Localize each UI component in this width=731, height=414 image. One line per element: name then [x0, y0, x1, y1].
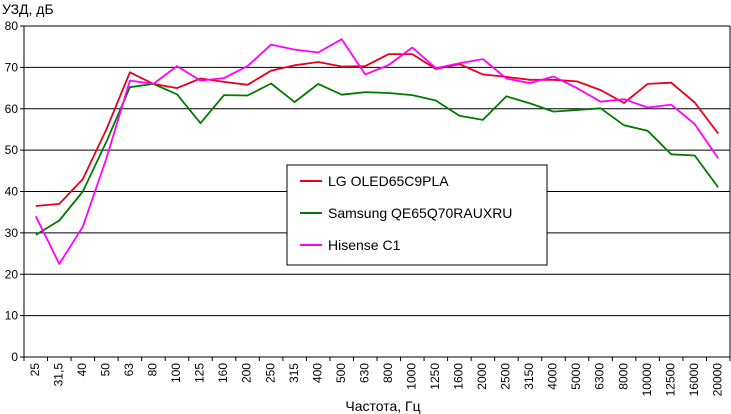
- y-tick-label: 80: [5, 19, 19, 33]
- x-tick-label: 100: [169, 363, 183, 383]
- x-tick-label: 500: [334, 363, 348, 383]
- x-tick-label: 20000: [710, 363, 724, 397]
- x-tick-label: 50: [99, 363, 113, 377]
- legend-label: Hisense C1: [328, 237, 401, 253]
- y-tick-label: 20: [5, 267, 19, 281]
- x-tick-label: 400: [310, 363, 324, 383]
- x-tick-label: 12500: [663, 363, 677, 397]
- y-tick-label: 0: [11, 350, 18, 364]
- x-tick-label: 25: [28, 363, 42, 377]
- y-tick-label: 60: [5, 102, 19, 116]
- y-tick-label: 70: [5, 60, 19, 74]
- x-tick-label: 6300: [593, 363, 607, 390]
- x-tick-label: 200: [240, 363, 254, 383]
- x-tick-label: 2500: [499, 363, 513, 390]
- x-tick-label: 8000: [616, 363, 630, 390]
- chart-legend: LG OLED65C9PLA Samsung QE65Q70RAUXRU Hisen…: [286, 164, 548, 266]
- series-line-1: [35, 53, 719, 207]
- x-tick-label: 125: [193, 363, 207, 383]
- x-tick-label: 4000: [546, 363, 560, 390]
- x-tick-label: 315: [287, 363, 301, 383]
- series-lines: [34, 38, 719, 265]
- x-tick-label: 10000: [640, 363, 654, 397]
- x-tick-label: 16000: [687, 363, 701, 397]
- x-axis-title: Частота, Гц: [345, 398, 420, 414]
- chart-axes: [23, 26, 731, 361]
- x-tick-label: 630: [357, 363, 371, 383]
- series-line-3: [34, 38, 719, 265]
- x-tick-label: 40: [75, 363, 89, 377]
- x-tick-label: 5000: [569, 363, 583, 390]
- y-tick-labels: 0 10 20 30 40 50 60 70 80: [5, 19, 19, 364]
- x-tick-label: 1250: [428, 363, 442, 390]
- x-tick-label: 80: [146, 363, 160, 377]
- series-line-2: [35, 82, 719, 236]
- legend-label: Samsung QE65Q70RAUXRU: [328, 205, 512, 221]
- y-axis-title: УЗД, дБ: [2, 1, 54, 17]
- legend-label: LG OLED65C9PLA: [328, 173, 449, 189]
- y-tick-label: 10: [5, 309, 19, 323]
- x-tick-label: 800: [381, 363, 395, 383]
- x-tick-label: 3150: [522, 363, 536, 390]
- legend-items: LG OLED65C9PLA Samsung QE65Q70RAUXRU Hisen…: [300, 173, 512, 253]
- x-tick-label: 1000: [404, 363, 418, 390]
- y-tick-label: 30: [5, 226, 19, 240]
- x-tick-label: 31,5: [51, 363, 65, 387]
- x-tick-label: 250: [263, 363, 277, 383]
- legend-box: [286, 164, 548, 266]
- y-tick-label: 50: [5, 143, 19, 157]
- x-tick-label: 160: [216, 363, 230, 383]
- x-tick-label: 1600: [452, 363, 466, 390]
- y-tick-label: 40: [5, 185, 19, 199]
- x-tick-label: 63: [122, 363, 136, 377]
- x-tick-labels: 25 31,5 40 50 63 80 100 125 160 200 250 315 400 500 63…: [28, 363, 724, 397]
- x-tick-label: 2000: [475, 363, 489, 390]
